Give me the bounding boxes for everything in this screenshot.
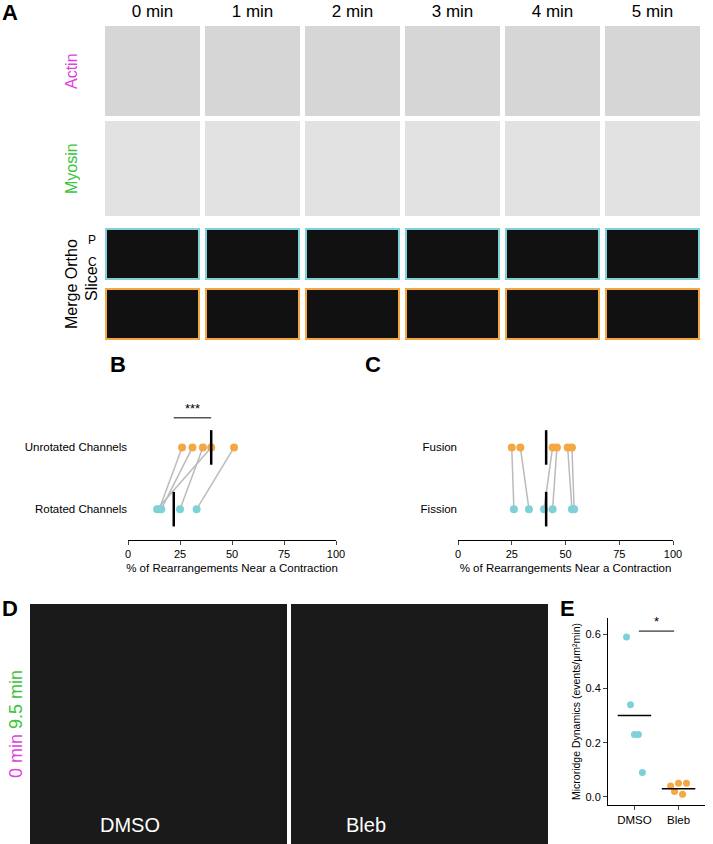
svg-text:0: 0: [455, 548, 461, 560]
svg-text:100: 100: [327, 548, 345, 560]
html-text:9.5 min: 9.5 min: [6, 670, 26, 729]
svg-text:Fission: Fission: [421, 503, 457, 515]
html-text:Bleb: Bleb: [346, 814, 386, 836]
html-text:Myosin: Myosin: [63, 143, 80, 194]
svg-text:25: 25: [506, 548, 518, 560]
svg-text:75: 75: [613, 548, 625, 560]
svg-text:75: 75: [278, 548, 290, 560]
svg-text:Unrotated Channels: Unrotated Channels: [25, 441, 128, 453]
svg-text:0.0: 0.0: [586, 791, 601, 803]
html-text:DMSO: DMSO: [100, 814, 160, 836]
html-text:5 min: 5 min: [631, 2, 674, 21]
svg-text:0.4: 0.4: [586, 682, 601, 694]
html-text:0 min: 0 min: [131, 2, 174, 21]
svg-text:Bleb: Bleb: [667, 814, 690, 826]
svg-text:***: ***: [185, 401, 200, 416]
html-text:Merge Ortho Slice: Merge Ortho Slice: [63, 239, 100, 329]
html-text:B: B: [110, 352, 126, 377]
svg-text:25: 25: [174, 548, 186, 560]
html-text:E: E: [560, 596, 575, 621]
svg-text:0: 0: [125, 548, 131, 560]
html-text:Actin: Actin: [63, 53, 80, 89]
svg-text:DMSO: DMSO: [617, 814, 652, 826]
html-text:1 min: 1 min: [231, 2, 274, 21]
html-text:4 min: 4 min: [531, 2, 574, 21]
svg-text:50: 50: [559, 548, 571, 560]
svg-text:Microridge Dynamics (events/μm: Microridge Dynamics (events/μm²min): [570, 623, 582, 800]
html-text:2 min: 2 min: [331, 2, 374, 21]
svg-text:Fusion: Fusion: [422, 441, 457, 453]
html-text:D: D: [2, 596, 18, 621]
svg-text:0.6: 0.6: [586, 628, 601, 640]
html-text:C: C: [365, 352, 381, 377]
svg-text:50: 50: [226, 548, 238, 560]
svg-text:100: 100: [664, 548, 682, 560]
svg-text:0.2: 0.2: [586, 737, 601, 749]
svg-text:*: *: [654, 614, 659, 629]
html-text:3 min: 3 min: [431, 2, 474, 21]
html-text:0 min: 0 min: [6, 734, 26, 778]
svg-text:% of Rearrangements Near a Con: % of Rearrangements Near a Contraction: [126, 562, 338, 574]
html-text:C: C: [88, 255, 97, 269]
svg-text:Rotated Channels: Rotated Channels: [35, 503, 127, 515]
html-text:A: A: [2, 0, 18, 25]
html-text:P: P: [88, 233, 96, 247]
svg-text:% of Rearrangements Near a Con: % of Rearrangements Near a Contraction: [460, 562, 672, 574]
